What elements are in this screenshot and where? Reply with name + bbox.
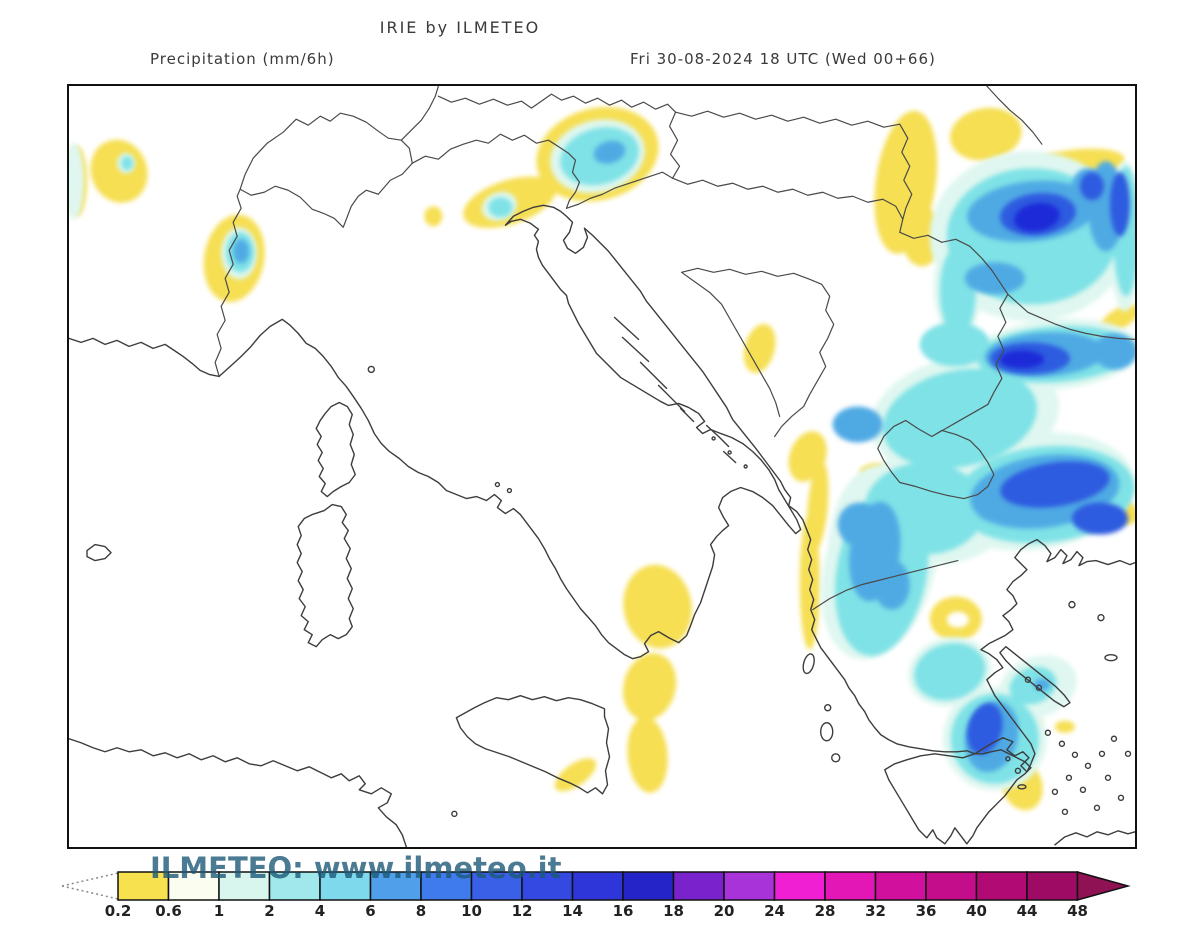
svg-text:44: 44	[1017, 902, 1038, 920]
corfu-island	[802, 653, 815, 675]
balkan-coast	[583, 227, 976, 755]
crete-fragment	[1054, 830, 1135, 846]
svg-text:16: 16	[613, 902, 634, 920]
austria-italy-border	[411, 133, 581, 209]
ischia-island	[494, 481, 501, 488]
germany-austria-border	[400, 86, 677, 141]
croatian-islands	[613, 316, 737, 464]
country-borders	[214, 86, 1135, 611]
page-title: IRIE by ILMETEO	[379, 18, 541, 37]
precipitation-map	[69, 86, 1135, 847]
variable-label: Precipitation (mm/6h)	[150, 50, 335, 68]
valid-time-label: Fri 30-08-2024 18 UTC (Wed 00+66)	[630, 50, 936, 68]
hungary-croatia-serbia-border	[671, 177, 904, 233]
kosovo-macedonia-borders	[877, 403, 995, 500]
ilmeteo-watermark: ILMETEO: www.ilmeteo.it	[150, 851, 562, 885]
svg-text:48: 48	[1067, 902, 1088, 920]
precip-deepblue-layer	[999, 202, 1060, 369]
svg-text:14: 14	[562, 902, 583, 920]
svg-text:36: 36	[916, 902, 937, 920]
switzerland-border	[239, 112, 413, 228]
serbia-bulgaria-border	[987, 293, 1009, 406]
svg-text:40: 40	[966, 902, 987, 920]
svg-text:18: 18	[663, 902, 684, 920]
north-africa-coast	[69, 738, 408, 847]
slovenia-croatia-border	[565, 171, 674, 209]
euboea-island	[999, 645, 1071, 708]
svg-text:24: 24	[764, 902, 785, 920]
kefalonia-island	[820, 722, 834, 742]
romania-north-border	[986, 86, 1043, 145]
capri-island	[506, 487, 513, 494]
greece-north-border	[812, 559, 959, 611]
corsica-coast	[315, 401, 356, 498]
svg-text:0.2: 0.2	[105, 902, 132, 920]
svg-text:12: 12	[512, 902, 533, 920]
svg-text:4: 4	[315, 902, 325, 920]
svg-text:1: 1	[214, 902, 224, 920]
svg-text:28: 28	[815, 902, 836, 920]
colorbar-right-arrow	[1076, 871, 1131, 901]
italy-coast	[218, 204, 802, 660]
svg-text:0.6: 0.6	[155, 902, 182, 920]
france-coast	[69, 337, 220, 378]
danube-borders	[899, 231, 1135, 340]
svg-text:10: 10	[461, 902, 482, 920]
svg-text:2: 2	[264, 902, 274, 920]
peloponnese-coast	[884, 749, 1032, 845]
coastlines	[69, 204, 1135, 847]
hungary-borders	[668, 110, 913, 220]
svg-text:8: 8	[416, 902, 426, 920]
colorbar: 0.2 0.6 1 2 4 6 8 10 12 14 16 18 20 24 28 32 36 40 44 48	[61, 871, 1131, 920]
svg-text:6: 6	[365, 902, 375, 920]
sardinia-coast	[296, 503, 354, 648]
colorbar-left-dashed-arrow	[61, 872, 119, 900]
colorbar-labels: 0.2 0.6 1 2 4 6 8 10 12 14 16 18 20 24 28 32 36 40 44 48	[105, 902, 1088, 920]
lefkada-island	[824, 704, 832, 712]
aegean-islets	[711, 436, 1132, 816]
map-canvas	[67, 84, 1137, 849]
bosnia-borders	[680, 267, 835, 438]
colorbar-cells	[117, 871, 1079, 901]
svg-text:20: 20	[714, 902, 735, 920]
zakynthos-island	[831, 753, 841, 763]
france-italy-border	[214, 188, 242, 378]
sicily-coast	[455, 695, 611, 795]
pantelleria-island	[451, 810, 458, 818]
menorca-island	[86, 543, 112, 562]
svg-text:32: 32	[865, 902, 886, 920]
elba-island	[367, 365, 375, 374]
